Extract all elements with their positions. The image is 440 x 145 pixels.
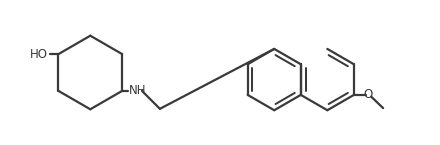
Text: O: O [363,88,373,101]
Text: HO: HO [30,48,48,61]
Text: NH: NH [129,84,146,97]
